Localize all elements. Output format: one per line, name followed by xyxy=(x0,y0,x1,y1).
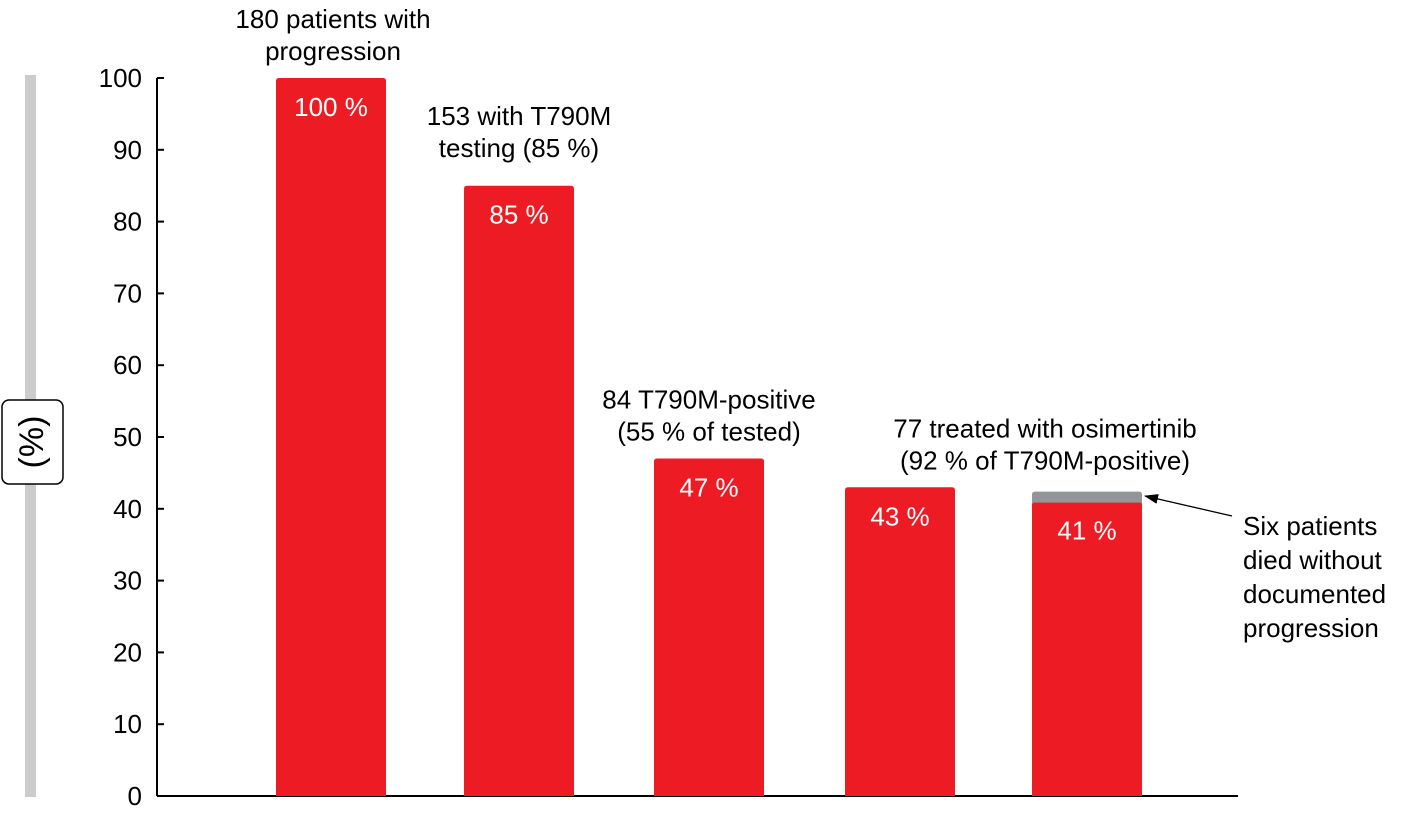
bars-group: 100 % 85 % 47 % 43 % 41 % xyxy=(276,78,1142,796)
y-tick-label: 80 xyxy=(113,207,142,237)
bar-value-label: 100 % xyxy=(294,92,368,122)
y-axis-label-box xyxy=(1,399,64,485)
bar xyxy=(1032,501,1142,796)
bar-stack-segment xyxy=(1032,491,1142,503)
bar-annotation-line: (92 % of T790M-positive) xyxy=(900,445,1190,475)
bar xyxy=(464,185,574,796)
y-axis-label: (%) xyxy=(13,416,51,469)
bar-annotation-line: 84 T790M-positive xyxy=(602,385,815,415)
y-tick-label: 70 xyxy=(113,278,142,308)
callout-text-line: documented xyxy=(1243,579,1386,609)
callout-text-line: Six patients xyxy=(1243,511,1377,541)
y-tick-label: 60 xyxy=(113,350,142,380)
y-tick-label: 30 xyxy=(113,566,142,596)
bar-value-label: 41 % xyxy=(1057,516,1116,546)
y-tick-label: 10 xyxy=(113,709,142,739)
bar xyxy=(654,458,764,796)
bar-annotation-line: progression xyxy=(265,36,401,66)
y-tick-label: 50 xyxy=(113,422,142,452)
callout-arrow xyxy=(1144,494,1233,517)
y-tick-label: 90 xyxy=(113,135,142,165)
callout-text-line: died without xyxy=(1243,545,1383,575)
y-tick-label: 40 xyxy=(113,494,142,524)
bar xyxy=(276,78,386,796)
y-tick-label: 100 xyxy=(99,63,142,93)
bar-annotation-line: (55 % of tested) xyxy=(617,417,801,447)
bar-value-label: 85 % xyxy=(489,200,548,230)
bar-annotation-line: 77 treated with osimertinib xyxy=(893,413,1196,443)
bar-annotation-line: 180 patients with xyxy=(235,4,430,34)
bar-value-label: 47 % xyxy=(679,473,738,503)
y-tick-label: 20 xyxy=(113,637,142,667)
callout-text-line: progression xyxy=(1243,613,1379,643)
bar-value-label: 43 % xyxy=(870,501,929,531)
bar-annotation-line: 153 with T790M xyxy=(427,101,612,131)
y-tick-label: 0 xyxy=(128,781,142,811)
y-axis-label-group: (%) xyxy=(1,75,64,797)
bar xyxy=(845,487,955,796)
bar-annotation-line: testing (85 %) xyxy=(439,133,599,163)
